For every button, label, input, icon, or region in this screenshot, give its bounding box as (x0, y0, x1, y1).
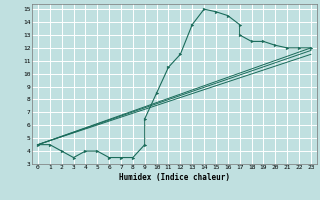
X-axis label: Humidex (Indice chaleur): Humidex (Indice chaleur) (119, 173, 230, 182)
